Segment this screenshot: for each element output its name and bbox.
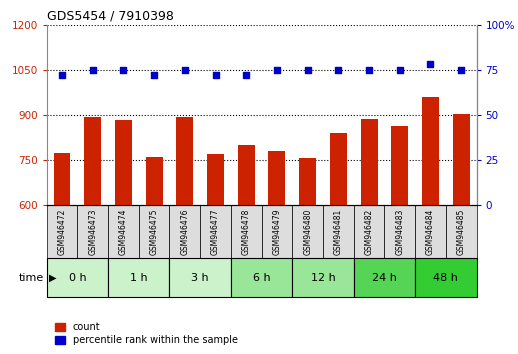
FancyBboxPatch shape bbox=[108, 205, 139, 258]
FancyBboxPatch shape bbox=[169, 258, 231, 297]
Text: 1 h: 1 h bbox=[130, 273, 148, 283]
FancyBboxPatch shape bbox=[415, 258, 477, 297]
FancyBboxPatch shape bbox=[292, 258, 354, 297]
Bar bbox=[146, 156, 163, 205]
FancyBboxPatch shape bbox=[384, 205, 415, 258]
FancyBboxPatch shape bbox=[231, 258, 292, 297]
Point bbox=[119, 67, 127, 73]
Text: 12 h: 12 h bbox=[311, 273, 335, 283]
Point bbox=[304, 67, 312, 73]
Text: GSM946483: GSM946483 bbox=[395, 209, 404, 255]
Point bbox=[242, 73, 250, 78]
FancyBboxPatch shape bbox=[354, 258, 415, 297]
Text: GDS5454 / 7910398: GDS5454 / 7910398 bbox=[47, 9, 174, 22]
Point bbox=[365, 67, 373, 73]
Point bbox=[150, 73, 158, 78]
Text: GSM946476: GSM946476 bbox=[180, 209, 189, 255]
Bar bbox=[53, 153, 70, 205]
Bar bbox=[299, 158, 316, 205]
Text: GSM946477: GSM946477 bbox=[211, 209, 220, 255]
Bar bbox=[207, 154, 224, 205]
Point bbox=[273, 67, 281, 73]
FancyBboxPatch shape bbox=[47, 205, 77, 258]
FancyBboxPatch shape bbox=[200, 205, 231, 258]
Point bbox=[211, 73, 220, 78]
Bar bbox=[238, 145, 255, 205]
Bar bbox=[115, 120, 132, 205]
Text: GSM946481: GSM946481 bbox=[334, 209, 343, 255]
FancyBboxPatch shape bbox=[139, 205, 169, 258]
Bar bbox=[391, 126, 408, 205]
Point bbox=[89, 67, 97, 73]
FancyBboxPatch shape bbox=[47, 258, 108, 297]
Text: 24 h: 24 h bbox=[372, 273, 397, 283]
Text: GSM946478: GSM946478 bbox=[242, 209, 251, 255]
Text: GSM946472: GSM946472 bbox=[57, 209, 66, 255]
Legend: count, percentile rank within the sample: count, percentile rank within the sample bbox=[51, 319, 242, 349]
FancyBboxPatch shape bbox=[354, 205, 384, 258]
Point bbox=[181, 67, 189, 73]
Bar bbox=[361, 119, 378, 205]
Point bbox=[457, 67, 465, 73]
Text: 0 h: 0 h bbox=[68, 273, 86, 283]
Text: GSM946479: GSM946479 bbox=[272, 209, 281, 255]
Point bbox=[334, 67, 342, 73]
FancyBboxPatch shape bbox=[323, 205, 354, 258]
Text: GSM946474: GSM946474 bbox=[119, 209, 128, 255]
Text: time: time bbox=[19, 273, 44, 283]
Bar bbox=[84, 117, 101, 205]
Bar bbox=[422, 97, 439, 205]
Text: 3 h: 3 h bbox=[191, 273, 209, 283]
Point bbox=[396, 67, 404, 73]
Text: GSM946480: GSM946480 bbox=[303, 209, 312, 255]
Text: GSM946482: GSM946482 bbox=[365, 209, 373, 255]
FancyBboxPatch shape bbox=[77, 205, 108, 258]
Bar bbox=[268, 151, 285, 205]
Text: GSM946485: GSM946485 bbox=[457, 209, 466, 255]
Text: GSM946473: GSM946473 bbox=[88, 209, 97, 255]
Text: ▶: ▶ bbox=[49, 273, 56, 283]
FancyBboxPatch shape bbox=[292, 205, 323, 258]
FancyBboxPatch shape bbox=[169, 205, 200, 258]
Bar bbox=[453, 114, 470, 205]
FancyBboxPatch shape bbox=[231, 205, 262, 258]
Text: 48 h: 48 h bbox=[434, 273, 458, 283]
FancyBboxPatch shape bbox=[446, 205, 477, 258]
Text: GSM946484: GSM946484 bbox=[426, 209, 435, 255]
Text: GSM946475: GSM946475 bbox=[150, 209, 159, 255]
Bar bbox=[330, 133, 347, 205]
FancyBboxPatch shape bbox=[108, 258, 169, 297]
Text: 6 h: 6 h bbox=[253, 273, 270, 283]
FancyBboxPatch shape bbox=[262, 205, 292, 258]
Bar bbox=[176, 117, 193, 205]
Point bbox=[426, 62, 435, 67]
FancyBboxPatch shape bbox=[415, 205, 446, 258]
Point bbox=[58, 73, 66, 78]
